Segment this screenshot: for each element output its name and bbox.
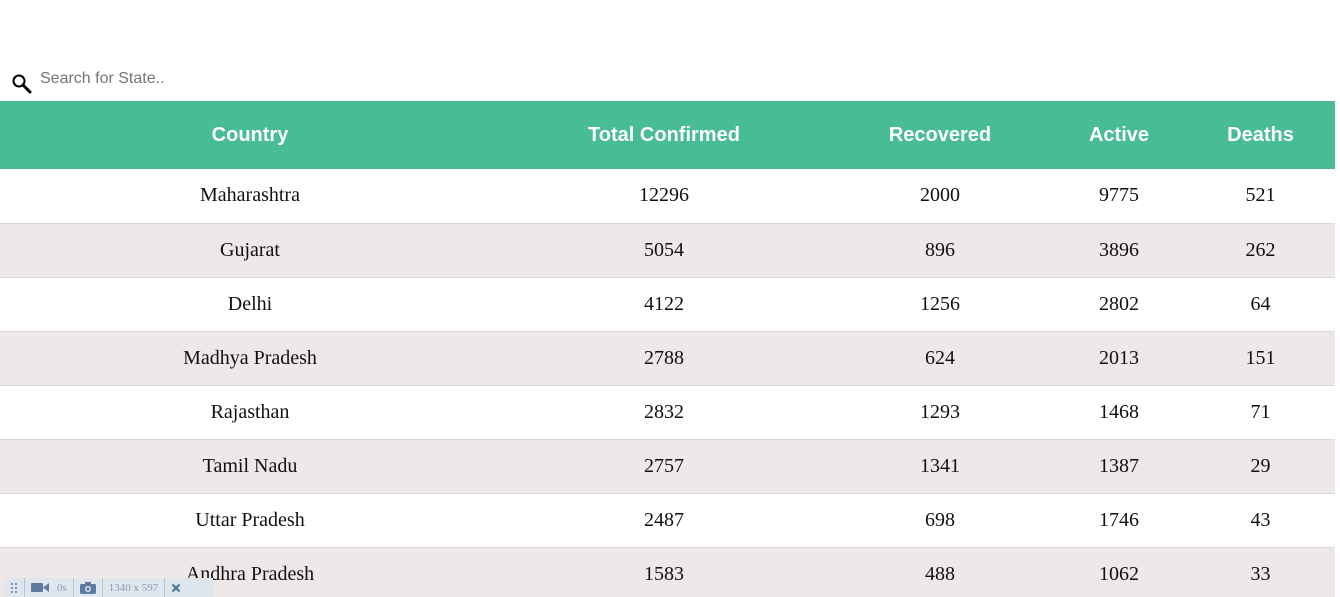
cell-deaths: 71 xyxy=(1250,400,1271,423)
drag-handle-icon[interactable] xyxy=(4,578,25,597)
cell-recovered: 698 xyxy=(925,508,955,531)
viewport-dimensions: 1340 x 597 xyxy=(103,578,166,597)
cell-state: Gujarat xyxy=(220,238,280,261)
cell-active: 1387 xyxy=(1099,454,1139,477)
header-total-confirmed[interactable]: Total Confirmed xyxy=(588,123,740,146)
cell-total-confirmed: 2757 xyxy=(644,454,684,477)
cell-total-confirmed: 12296 xyxy=(639,184,689,207)
cell-state: Rajasthan xyxy=(210,400,290,423)
header-deaths[interactable]: Deaths xyxy=(1227,123,1294,146)
cell-deaths: 43 xyxy=(1250,508,1271,531)
cell-total-confirmed: 5054 xyxy=(644,238,684,261)
cell-recovered: 624 xyxy=(925,346,955,369)
cell-recovered: 2000 xyxy=(920,184,960,207)
cell-deaths: 151 xyxy=(1245,346,1276,369)
cell-deaths: 64 xyxy=(1250,292,1271,315)
search-input[interactable] xyxy=(38,68,542,90)
cell-deaths: 29 xyxy=(1250,454,1271,477)
cell-total-confirmed: 2487 xyxy=(644,508,684,531)
cell-recovered: 488 xyxy=(925,562,955,585)
search-bar xyxy=(0,64,600,96)
cell-state: Tamil Nadu xyxy=(202,454,298,477)
cell-active: 3896 xyxy=(1099,238,1139,261)
cell-recovered: 1256 xyxy=(920,292,960,315)
header-country[interactable]: Country xyxy=(211,123,289,146)
cell-total-confirmed: 2788 xyxy=(644,346,684,369)
search-icon xyxy=(10,72,34,96)
cell-total-confirmed: 2832 xyxy=(644,400,684,423)
table-row: Delhi 4122 1256 2802 64 xyxy=(0,277,1335,331)
cell-state: Delhi xyxy=(227,292,273,315)
cell-state: Andhra Pradesh xyxy=(185,562,315,585)
states-table: Country Total Confirmed Recovered Active… xyxy=(0,101,1335,597)
cell-active: 2802 xyxy=(1099,292,1139,315)
header-recovered[interactable]: Recovered xyxy=(888,123,992,146)
cell-state: Maharashtra xyxy=(200,184,300,207)
table-row: Tamil Nadu 2757 1341 1387 29 xyxy=(0,439,1335,493)
table-row: Maharashtra 12296 2000 9775 521 xyxy=(0,169,1335,223)
cell-deaths: 521 xyxy=(1245,184,1276,207)
cell-total-confirmed: 4122 xyxy=(644,292,684,315)
video-camera-icon[interactable]: 0s xyxy=(25,578,74,597)
table-row: Andhra Pradesh 1583 488 1062 33 xyxy=(0,547,1335,597)
record-timer: 0s xyxy=(57,581,67,594)
table-row: Gujarat 5054 896 3896 262 xyxy=(0,223,1335,277)
cell-active: 1062 xyxy=(1099,562,1139,585)
table-row: Rajasthan 2832 1293 1468 71 xyxy=(0,385,1335,439)
cell-state: Uttar Pradesh xyxy=(195,508,305,531)
cell-total-confirmed: 1583 xyxy=(644,562,684,585)
screen-capture-toolbar: 0s 1340 x 597 xyxy=(4,578,213,597)
cell-active: 9775 xyxy=(1099,184,1139,207)
cell-active: 1468 xyxy=(1099,400,1139,423)
table-row: Madhya Pradesh 2788 624 2013 151 xyxy=(0,331,1335,385)
cell-state: Madhya Pradesh xyxy=(183,346,317,369)
cell-active: 2013 xyxy=(1099,346,1139,369)
cell-deaths: 262 xyxy=(1245,238,1276,261)
cell-recovered: 1293 xyxy=(920,400,960,423)
cell-recovered: 896 xyxy=(925,238,955,261)
header-active[interactable]: Active xyxy=(1088,123,1150,146)
camera-icon[interactable] xyxy=(74,578,103,597)
cell-active: 1746 xyxy=(1099,508,1139,531)
table-header-row: Country Total Confirmed Recovered Active… xyxy=(0,101,1335,169)
cell-recovered: 1341 xyxy=(920,454,960,477)
cell-deaths: 33 xyxy=(1250,562,1271,585)
table-row: Uttar Pradesh 2487 698 1746 43 xyxy=(0,493,1335,547)
close-icon[interactable] xyxy=(165,578,187,597)
